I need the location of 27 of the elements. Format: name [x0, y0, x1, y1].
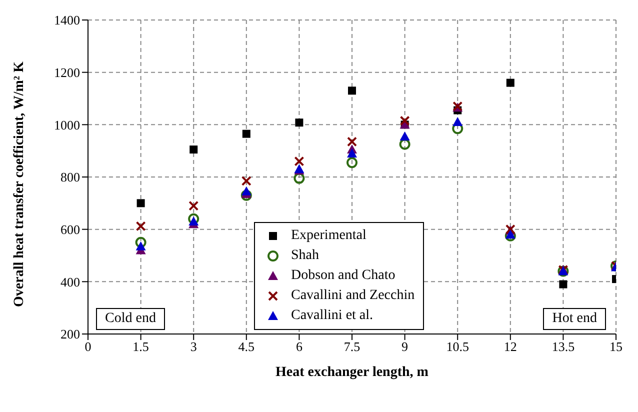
legend-label: Cavallini and Zecchin	[291, 288, 415, 304]
y-tick-label: 1400	[54, 12, 80, 28]
legend-label: Experimental	[291, 228, 366, 244]
x-tick-label: 10.5	[446, 339, 469, 354]
y-tick-label: 1200	[54, 64, 80, 80]
x-tick-label: 0	[84, 339, 92, 354]
annotation-box: Hot end	[543, 308, 606, 330]
y-tick-label: 1000	[54, 117, 80, 132]
y-axis-title: Overall heat transfer coefficient, W/m² K	[12, 61, 27, 307]
x-tick-label: 15	[610, 339, 622, 354]
x-tick-label: 3	[190, 339, 197, 354]
x-tick-label: 12	[504, 339, 517, 354]
x-tick-label: 7.5	[344, 339, 360, 354]
legend-label: Cavallini et al.	[291, 308, 374, 324]
annotation-box: Cold end	[96, 308, 165, 330]
legend-label: Shah	[291, 248, 319, 264]
y-tick-label: 800	[60, 170, 80, 185]
x-axis-title: Heat exchanger length, m	[276, 365, 429, 380]
x-tick-label: 13.5	[552, 339, 575, 354]
legend-label: Dobson and Chato	[291, 268, 396, 284]
y-tick-label: 200	[60, 326, 80, 342]
y-tick-label: 400	[60, 274, 80, 290]
x-tick-label: 4.5	[238, 339, 255, 354]
x-tick-label: 6	[296, 339, 303, 354]
y-tick-label: 600	[60, 222, 80, 237]
x-tick-label: 1.5	[132, 339, 149, 354]
x-tick-label: 9	[402, 339, 408, 354]
